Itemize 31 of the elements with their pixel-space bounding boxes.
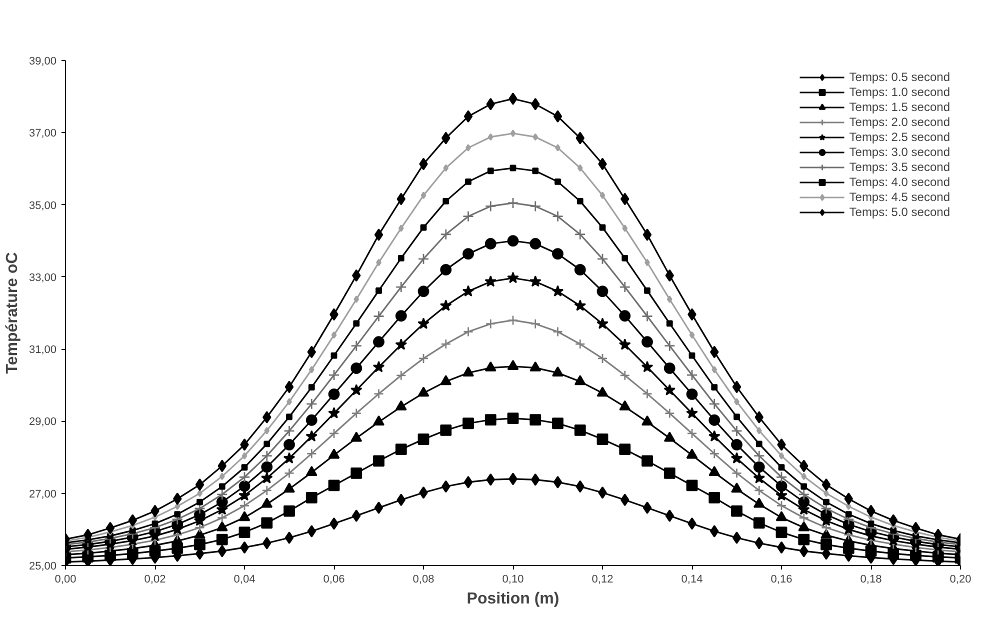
y-tick-label: 25,00 (28, 560, 57, 572)
legend-label: Temps: 2.5 second (849, 130, 950, 144)
y-tick-label: 27,00 (28, 488, 57, 500)
legend-label: Temps: 0.5 second (849, 70, 950, 84)
y-tick-label: 35,00 (28, 200, 57, 212)
y-axis-title: Température oC (4, 252, 21, 374)
y-tick-label: 33,00 (28, 272, 57, 284)
y-tick-label: 29,00 (28, 416, 57, 428)
x-tick-label: 0,16 (770, 574, 792, 586)
x-tick-label: 0,14 (681, 574, 703, 586)
x-tick-label: 0,00 (54, 574, 76, 586)
x-tick-label: 0,08 (412, 574, 434, 586)
legend-label: Temps: 1.5 second (849, 100, 950, 114)
y-tick-label: 39,00 (28, 56, 57, 68)
y-tick-label: 31,00 (28, 344, 57, 356)
x-tick-label: 0,10 (502, 574, 524, 586)
legend-label: Temps: 5.0 second (849, 205, 950, 219)
y-tick-label: 37,00 (28, 128, 57, 140)
x-tick-label: 0,18 (860, 574, 882, 586)
legend-label: Temps: 4.0 second (849, 175, 950, 189)
x-tick-label: 0,20 (950, 574, 972, 586)
x-axis-title: Position (m) (466, 590, 560, 608)
x-tick-label: 0,06 (323, 574, 345, 586)
legend-label: Temps: 4.5 second (849, 190, 950, 204)
x-tick-label: 0,02 (144, 574, 166, 586)
legend-label: Temps: 2.0 second (849, 115, 950, 129)
legend-label: Temps: 3.5 second (849, 160, 950, 174)
x-tick-label: 0,12 (592, 574, 614, 586)
legend-label: Temps: 1.0 second (849, 85, 950, 99)
legend-label: Temps: 3.0 second (849, 145, 950, 159)
x-tick-label: 0,04 (234, 574, 256, 586)
